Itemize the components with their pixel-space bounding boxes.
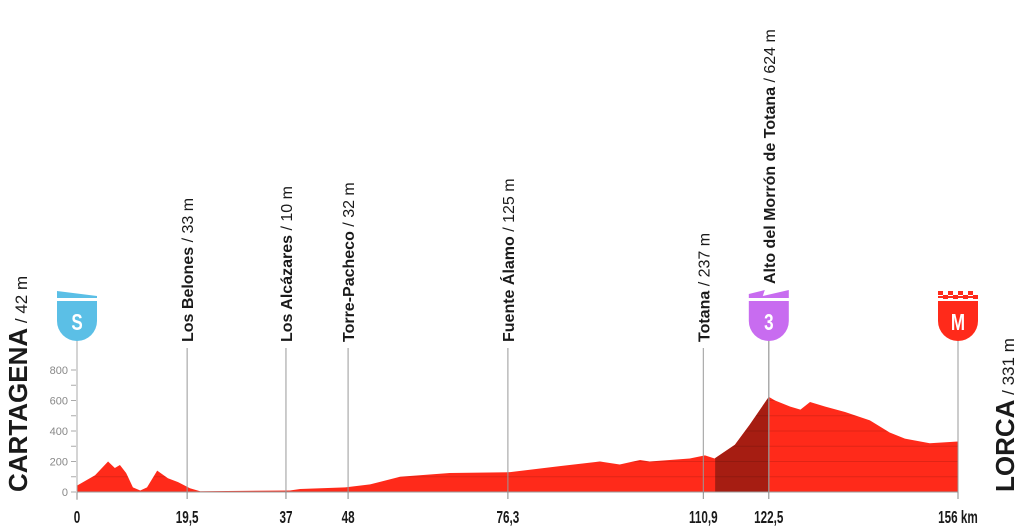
start-marker: S: [57, 291, 97, 492]
climb-shield-icon: [748, 301, 789, 342]
y-tick-label: 800: [50, 365, 68, 377]
waypoint-altitude: / 237 m: [696, 233, 713, 291]
waypoint-altitude: / 32 m: [341, 182, 358, 231]
x-axis-labels: 0 19,5 37 48 76,3 110,9 122,5 156 km: [74, 492, 978, 528]
climb-section: [715, 396, 769, 492]
waypoint-altitude: / 624 m: [762, 29, 779, 87]
waypoint-name: Alto del Morrón de Totana: [762, 87, 779, 284]
x-tick-label: 19,5: [176, 509, 199, 528]
x-tick-label: 76,3: [497, 509, 520, 528]
y-tick-label: 600: [50, 396, 68, 408]
checkered-flag-icon: [938, 296, 978, 298]
start-flag-icon: [57, 291, 97, 298]
mountain-flag-icon: [748, 290, 789, 298]
waypoint-label: Totana / 237 m: [696, 233, 713, 342]
marker-label: 3: [764, 311, 773, 336]
waypoint-label: Los Alcázares / 10 m: [279, 186, 296, 342]
marker-label: M: [951, 311, 965, 336]
marker-label: S: [71, 311, 82, 336]
y-tick-label: 200: [50, 457, 68, 469]
finish-marker: M: [938, 291, 978, 492]
waypoint-label: Torre-Pacheco / 32 m: [341, 182, 358, 342]
start-city-alt: / 42 m: [12, 276, 31, 328]
checkered-flag-icon: [968, 291, 973, 295]
waypoint-name: Totana: [696, 291, 713, 342]
elevation-profile: [77, 396, 958, 492]
x-tick-label: 48: [342, 509, 355, 528]
checkered-flag-icon: [938, 291, 943, 295]
y-tick-label: 0: [62, 487, 68, 499]
waypoint-label: Alto del Morrón de Totana / 624 m: [762, 29, 779, 284]
waypoint-altitude: / 33 m: [180, 198, 197, 247]
waypoint-labels: Los Belones / 33 m Los Alcázares / 10 m To…: [180, 29, 779, 342]
waypoint-name: Fuente Álamo: [499, 236, 518, 342]
x-tick-label: 37: [279, 509, 292, 528]
finish-shield-icon: [938, 301, 978, 341]
x-tick-label: 0: [74, 509, 80, 528]
finish-city-name: LORCA: [990, 399, 1020, 492]
markers: S 3 M: [57, 290, 978, 492]
checkered-flag-icon: [948, 291, 953, 295]
waypoint-label: Los Belones / 33 m: [180, 198, 197, 342]
x-tick-label: 156 km: [938, 509, 978, 528]
finish-city-alt: / 331 m: [999, 338, 1018, 399]
climb-marker: 3: [748, 290, 789, 492]
start-city-name: CARTAGENA: [3, 328, 33, 492]
checkered-flag-icon: [958, 291, 963, 295]
finish-city-label: LORCA / 331 m: [990, 338, 1020, 492]
waypoint-altitude: / 10 m: [279, 186, 296, 235]
waypoint-name: Los Alcázares: [279, 235, 296, 342]
start-shield-icon: [57, 301, 97, 341]
waypoint-altitude: / 125 m: [501, 178, 518, 236]
x-tick-label: 122,5: [754, 509, 783, 528]
y-tick-label: 400: [50, 426, 68, 438]
profile-area: [77, 396, 958, 493]
waypoint-label: Fuente Álamo / 125 m: [499, 178, 518, 342]
waypoint-name: Los Belones: [180, 247, 197, 342]
y-axis: 0 200 400 600 800: [50, 340, 78, 500]
waypoint-name: Torre-Pacheco: [341, 231, 358, 342]
x-tick-label: 110,9: [689, 509, 718, 528]
start-city-label: CARTAGENA / 42 m: [3, 276, 33, 492]
